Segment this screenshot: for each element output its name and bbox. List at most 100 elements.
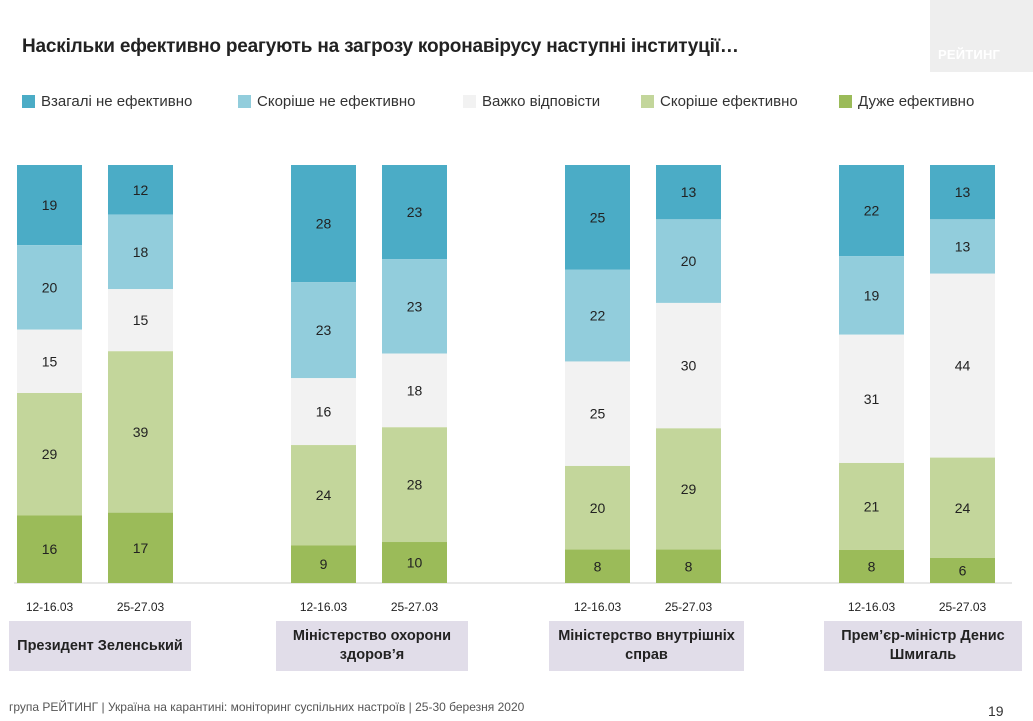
group-label-president: Президент Зеленський bbox=[9, 621, 191, 671]
legend-swatch bbox=[641, 95, 654, 108]
bar-segment-very-ineffective bbox=[930, 165, 995, 220]
data-label: 44 bbox=[955, 358, 971, 374]
legend-label: Дуже ефективно bbox=[858, 93, 975, 110]
bar-segment-very-effective bbox=[839, 549, 904, 583]
data-label: 22 bbox=[864, 203, 880, 219]
data-label: 6 bbox=[959, 562, 967, 578]
legend-label: Скоріше ефективно bbox=[660, 93, 798, 110]
page-number: 19 bbox=[988, 703, 1004, 719]
bar-segment-very-effective bbox=[17, 515, 82, 583]
x-tick-label: 25-27.03 bbox=[117, 600, 165, 614]
legend-item-rather-ineffective: Скоріше не ефективно bbox=[238, 93, 416, 110]
legend-swatch bbox=[22, 95, 35, 108]
data-label: 20 bbox=[681, 253, 697, 269]
legend-label: Важко відповісти bbox=[482, 93, 601, 110]
data-label: 20 bbox=[590, 500, 606, 516]
bar-segment-very-ineffective bbox=[656, 165, 721, 220]
data-label: 23 bbox=[407, 204, 423, 220]
bar-segment-rather-ineffective bbox=[656, 219, 721, 303]
bar-segment-rather-effective bbox=[291, 445, 356, 546]
chart-title: Наскільки ефективно реагують на загрозу … bbox=[22, 36, 739, 57]
bar-segment-very-ineffective bbox=[108, 165, 173, 215]
x-tick-label: 12-16.03 bbox=[300, 600, 348, 614]
bar-segment-hard-to-say bbox=[17, 329, 82, 393]
bar-segment-very-effective bbox=[291, 545, 356, 583]
bar-segment-rather-ineffective bbox=[839, 256, 904, 335]
data-label: 17 bbox=[133, 540, 149, 556]
data-label: 9 bbox=[320, 556, 328, 572]
rating-logo: РЕЙТИНГ bbox=[930, 0, 1033, 72]
data-label: 16 bbox=[316, 404, 332, 420]
data-label: 28 bbox=[407, 477, 423, 493]
data-label: 25 bbox=[590, 406, 606, 422]
bar-segment-very-ineffective bbox=[17, 165, 82, 246]
data-label: 8 bbox=[594, 558, 602, 574]
x-tick-label: 25-27.03 bbox=[391, 600, 439, 614]
x-tick-label: 12-16.03 bbox=[574, 600, 622, 614]
bar-segment-hard-to-say bbox=[108, 289, 173, 352]
legend-swatch bbox=[463, 95, 476, 108]
legend-swatch bbox=[839, 95, 852, 108]
data-label: 24 bbox=[316, 487, 332, 503]
data-label: 8 bbox=[868, 558, 876, 574]
bar-segment-very-effective bbox=[930, 557, 995, 583]
x-tick-label: 25-27.03 bbox=[939, 600, 987, 614]
legend-item-hard-to-say: Важко відповісти bbox=[463, 93, 600, 110]
data-label: 28 bbox=[316, 216, 332, 232]
data-label: 29 bbox=[681, 481, 697, 497]
bar-segment-very-effective bbox=[382, 542, 447, 583]
data-label: 29 bbox=[42, 446, 58, 462]
data-label: 22 bbox=[590, 307, 606, 323]
bar-segment-rather-effective bbox=[382, 427, 447, 543]
data-label: 21 bbox=[864, 498, 880, 514]
bar-segment-rather-effective bbox=[656, 428, 721, 550]
group-label-prime-minister: Прем’єр-міністр Денис Шмигаль bbox=[824, 621, 1022, 671]
bar-segment-rather-ineffective bbox=[291, 282, 356, 379]
x-tick-label: 25-27.03 bbox=[665, 600, 713, 614]
legend-label: Скоріше не ефективно bbox=[257, 93, 416, 110]
data-label: 20 bbox=[42, 279, 58, 295]
legend-swatch bbox=[238, 95, 251, 108]
bar-segment-hard-to-say bbox=[382, 353, 447, 428]
data-label: 19 bbox=[864, 287, 880, 303]
bar-segment-rather-effective bbox=[839, 462, 904, 550]
bar-segment-very-ineffective bbox=[291, 165, 356, 283]
footer: група РЕЙТИНГ | Україна на карантині: мо… bbox=[9, 700, 525, 714]
group-label-interior-ministry: Міністерство внутрішніх справ bbox=[549, 621, 744, 671]
legend-label: Взагалі не ефективно bbox=[41, 93, 193, 110]
stacked-bar-chart: 19 20 15 29 16 12-16.03 12 18 15 39 17 25-27.03 28 23… bbox=[14, 165, 1012, 614]
bar-segment-rather-ineffective bbox=[108, 214, 173, 290]
bar-segment-rather-effective bbox=[930, 457, 995, 558]
bar-segment-very-effective bbox=[656, 549, 721, 583]
bar-segment-hard-to-say bbox=[839, 334, 904, 463]
data-label: 10 bbox=[407, 555, 423, 571]
bar-segment-very-ineffective bbox=[565, 165, 630, 270]
data-label: 39 bbox=[133, 424, 149, 440]
bar-segment-very-ineffective bbox=[839, 165, 904, 257]
data-label: 24 bbox=[955, 500, 971, 516]
data-label: 18 bbox=[407, 382, 423, 398]
legend-item-rather-effective: Скоріше ефективно bbox=[641, 93, 798, 110]
bar-segment-very-ineffective bbox=[382, 165, 447, 260]
data-label: 23 bbox=[407, 298, 423, 314]
legend: Взагалі не ефективно Скоріше не ефективн… bbox=[22, 93, 1022, 115]
bar-segment-hard-to-say bbox=[291, 378, 356, 446]
bar-segment-hard-to-say bbox=[656, 302, 721, 429]
data-label: 15 bbox=[42, 353, 58, 369]
bar-segment-rather-effective bbox=[565, 465, 630, 550]
data-label: 23 bbox=[316, 322, 332, 338]
x-tick-label: 12-16.03 bbox=[26, 600, 74, 614]
data-label: 8 bbox=[685, 558, 693, 574]
legend-item-very-ineffective: Взагалі не ефективно bbox=[22, 93, 192, 110]
data-label: 19 bbox=[42, 197, 58, 213]
data-label: 13 bbox=[955, 239, 971, 255]
bar-segment-hard-to-say bbox=[565, 361, 630, 466]
legend-item-very-effective: Дуже ефективно bbox=[839, 93, 974, 110]
bar-segment-rather-effective bbox=[17, 393, 82, 516]
data-label: 15 bbox=[133, 312, 149, 328]
data-label: 12 bbox=[133, 182, 149, 198]
x-tick-label: 12-16.03 bbox=[848, 600, 896, 614]
group-label-health-ministry: Міністерство охорони здоров’я bbox=[276, 621, 468, 671]
data-label: 16 bbox=[42, 541, 58, 557]
bar-segment-very-effective bbox=[565, 549, 630, 583]
